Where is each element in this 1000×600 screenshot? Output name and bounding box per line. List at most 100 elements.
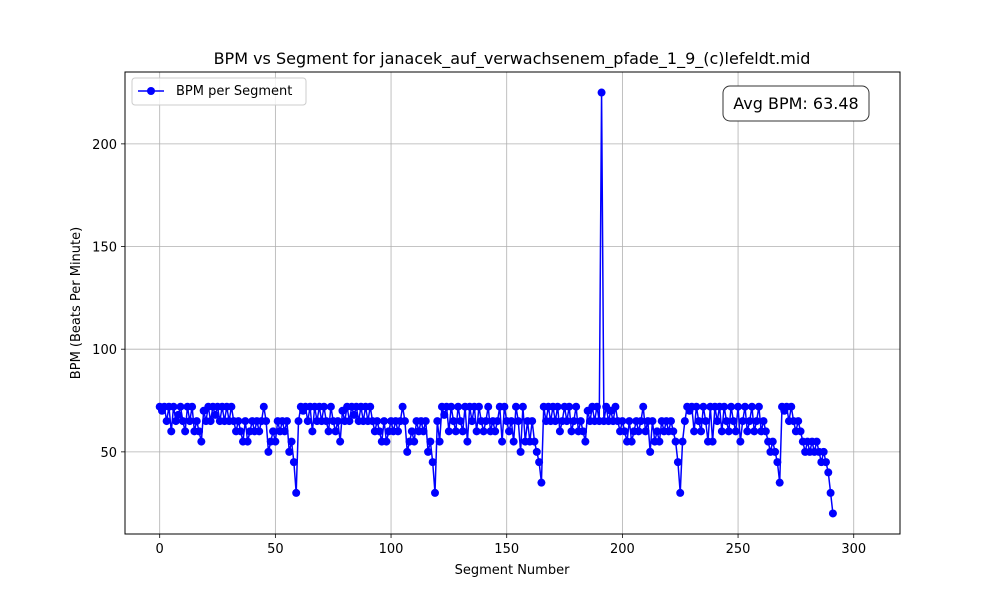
data-point [743,427,752,436]
data-point [620,427,629,436]
y-tick-label: 100 [92,343,117,358]
data-point [451,427,460,436]
data-point [694,417,703,426]
data-point [331,427,340,436]
data-point [176,402,185,411]
data-point [692,402,701,411]
data-point [303,417,312,426]
data-point [498,437,507,446]
data-point [259,402,268,411]
series-line [159,91,834,514]
data-point [576,417,585,426]
data-point [382,437,391,446]
data-point [484,402,493,411]
data-point [734,402,743,411]
data-point [562,417,571,426]
data-point [206,417,215,426]
data-point [481,417,490,426]
data-point [771,447,780,456]
plot-area-frame [124,71,901,535]
data-point [678,437,687,446]
data-point [507,417,516,426]
data-point [287,437,296,446]
data-point [424,447,433,456]
data-point [738,417,747,426]
data-point [761,427,770,436]
data-point [641,427,650,436]
data-point [727,402,736,411]
data-point [285,447,294,456]
annotation-box [722,85,870,122]
data-point [336,437,345,446]
data-point [428,458,437,467]
data-point [680,417,689,426]
data-point [505,427,514,436]
data-point [729,417,738,426]
data-point [671,437,680,446]
data-point [514,417,523,426]
data-point [676,488,685,497]
data-point [398,402,407,411]
data-point [326,402,335,411]
grid-lines [125,72,900,534]
data-point [653,427,662,436]
data-point [812,437,821,446]
data-point [188,402,197,411]
data-point [551,417,560,426]
data-point [699,402,708,411]
data-point [479,427,488,436]
data-point [162,417,171,426]
x-tick-label: 100 [379,542,404,557]
data-point [639,402,648,411]
data-point [241,417,250,426]
data-point [666,417,675,426]
data-point [555,427,564,436]
data-point [511,402,520,411]
data-point [167,427,176,436]
data-point [750,427,759,436]
data-point [636,417,645,426]
data-point [171,417,180,426]
data-point [828,509,837,518]
data-point [433,417,442,426]
data-point [572,402,581,411]
data-point [747,402,756,411]
data-point [787,402,796,411]
data-point [292,488,301,497]
data-point [775,478,784,487]
data-point [720,402,729,411]
data-point [322,417,331,426]
data-point [227,402,236,411]
data-point [454,402,463,411]
data-point [759,417,768,426]
data-point [440,410,449,419]
data-point [178,417,187,426]
annotation-text: Avg BPM: 63.48 [733,94,858,113]
data-point [373,417,382,426]
data-point [380,417,389,426]
data-point [463,437,472,446]
data-point [403,447,412,456]
data-point [655,437,664,446]
data-point [553,402,562,411]
data-point [493,417,502,426]
data-point [419,427,428,436]
data-point [195,427,204,436]
data-point [289,458,298,467]
data-point [819,447,828,456]
x-tick-label: 150 [494,542,519,557]
data-point [468,417,477,426]
data-point [431,488,439,497]
data-point [518,402,527,411]
data-point [741,402,749,411]
data-point [345,417,354,426]
data-point [407,427,416,436]
data-point [393,427,402,436]
data-point [768,437,777,446]
data-point [491,427,500,436]
data-point [192,417,201,426]
data-point [243,437,252,446]
data-point [569,417,578,426]
data-point [500,402,509,411]
